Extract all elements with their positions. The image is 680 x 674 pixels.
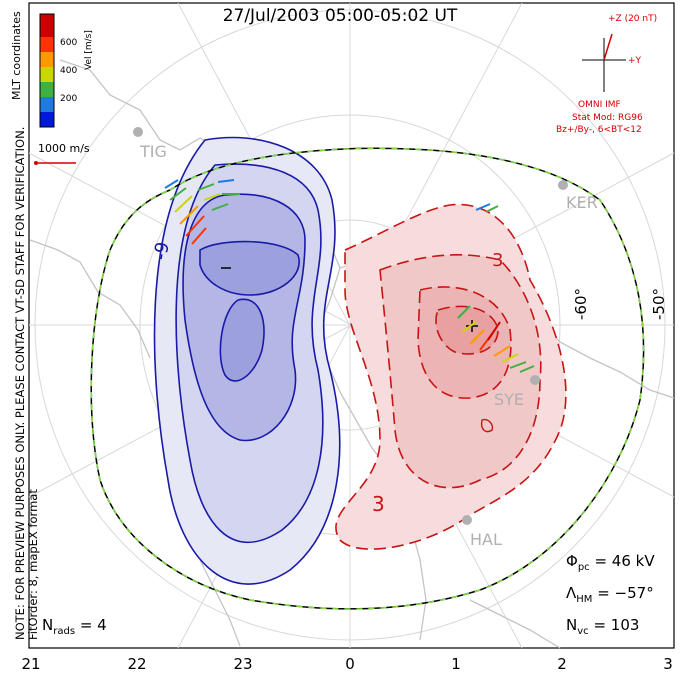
colorbar-label: Vel [m/s] xyxy=(84,30,94,70)
hmb-boundary-dash xyxy=(90,147,645,610)
phi-symbol: Φ xyxy=(566,552,578,570)
mlt-tick-22: 22 xyxy=(127,655,147,673)
lambda-symbol: Λ xyxy=(566,584,577,602)
reference-vector-label: 1000 m/s xyxy=(38,142,90,155)
mlt-tick-23: 23 xyxy=(233,655,253,673)
map-title: 27/Jul/2003 05:00-05:02 UT xyxy=(222,6,458,26)
lambda-value: = −57° xyxy=(597,584,654,602)
lat-label-60: -60° xyxy=(572,288,590,320)
mlt-tick-0: 0 xyxy=(345,655,355,673)
side-note-line2: FitOrder: 8, mapEX format xyxy=(26,489,40,640)
mlt-tick-2: 2 xyxy=(557,655,567,673)
negative-potential-cell xyxy=(153,136,341,585)
colorbar-tick-600: 600 xyxy=(60,38,78,48)
stat-lambda-hm: ΛHM = −57° xyxy=(566,584,654,605)
omni-model: Stat Mod: RG96 xyxy=(572,113,643,123)
coordinate-label: MLT coordinates xyxy=(10,11,23,100)
station-label-ker: KER xyxy=(566,193,598,212)
imf-dial xyxy=(582,33,626,92)
positive-potential-cell xyxy=(335,203,567,550)
contour-label-neg: -9 xyxy=(150,240,174,262)
nvc-symbol: N xyxy=(566,616,578,634)
mlt-tick-3: 3 xyxy=(663,655,673,673)
colorbar-tick-400: 400 xyxy=(60,66,78,76)
stat-nvc: Nvc = 103 xyxy=(566,616,639,637)
velocity-vectors xyxy=(164,179,535,373)
nrads-value: = 4 xyxy=(79,616,107,634)
nrads-symbol: N xyxy=(42,616,54,634)
station-markers xyxy=(133,127,568,525)
mlt-tick-1: 1 xyxy=(451,655,461,673)
nvc-value: = 103 xyxy=(593,616,640,634)
stat-phi-pc: Φpc = 46 kV xyxy=(566,552,655,573)
omni-by-label: +Y xyxy=(628,56,642,66)
omni-source: OMNI IMF xyxy=(578,100,621,110)
phi-value: = 46 kV xyxy=(594,552,655,570)
station-label-tig: TIG xyxy=(140,142,167,161)
stat-nrads: Nrads = 4 xyxy=(42,616,107,637)
reference-vector-dot xyxy=(34,161,38,165)
velocity-colorbar xyxy=(39,13,55,128)
side-note: NOTE: FOR PREVIEW PURPOSES ONLY. PLEASE … xyxy=(13,127,40,640)
colorbar-tick-200: 200 xyxy=(60,94,78,104)
contour-label-pos: 3 xyxy=(492,250,504,271)
nrads-sub: rads xyxy=(53,626,76,637)
contour-label-pos2: 3 xyxy=(372,492,385,516)
phi-sub: pc xyxy=(577,562,590,573)
mlt-tick-21: 21 xyxy=(21,655,41,673)
station-label-sye: SYE xyxy=(494,390,525,409)
lat-label-50: -50° xyxy=(650,288,668,320)
omni-bz-label: +Z (20 nT) xyxy=(608,14,658,24)
nvc-sub: vc xyxy=(577,626,589,637)
lambda-sub: HM xyxy=(576,594,593,605)
station-label-hal: HAL xyxy=(470,530,502,549)
omni-condition: Bz+/By-, 6<BT<12 xyxy=(556,125,642,135)
